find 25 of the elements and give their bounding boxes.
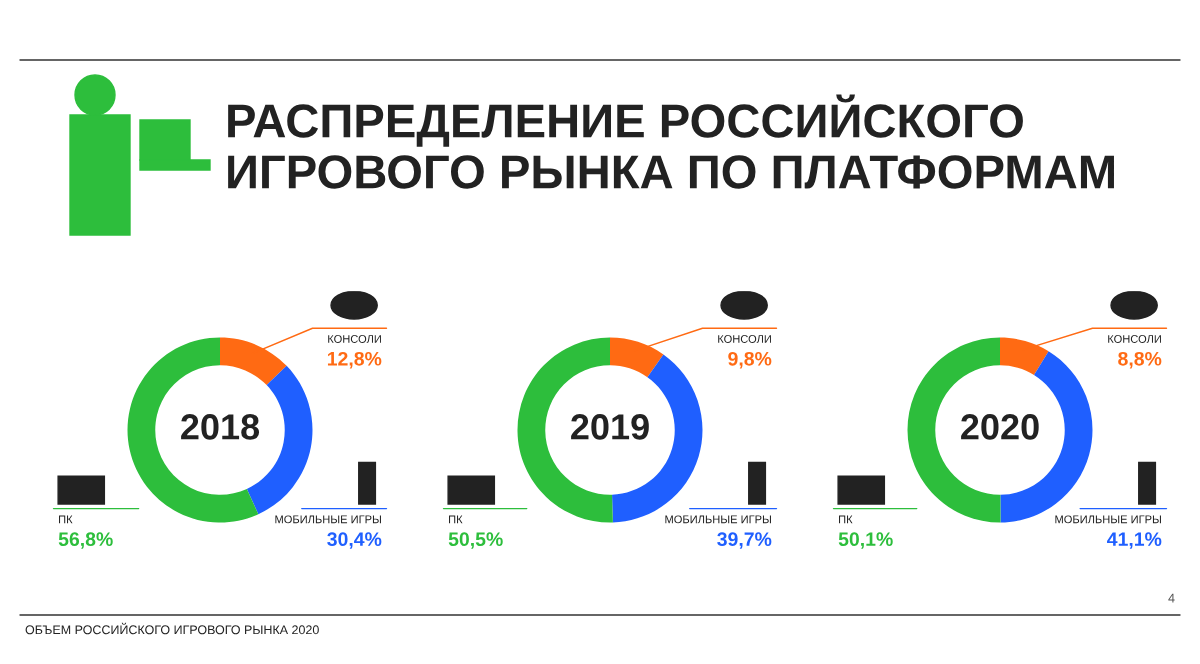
- data-label: 9,8%: [728, 351, 772, 369]
- text: ОБЪЕМ РОССИЙСКОГО ИГРОВОГО РЫНКА 2020: [25, 622, 319, 635]
- slice-label: ПК: [449, 515, 463, 524]
- data-label: 56,8%: [58, 532, 113, 549]
- data-label: 50,5%: [448, 532, 503, 549]
- data-label: 39,7%: [717, 532, 772, 549]
- slice-label: МОБИЛЬНЫЕ ИГРЫ: [275, 515, 381, 524]
- data-label: 12,8%: [327, 351, 382, 369]
- text: РАСПРЕДЕЛЕНИЕ РОССИЙСКОГО ИГРОВОГО РЫНКА ПО ПЛАТФОРМАМ: [228, 94, 1114, 189]
- slice-label: ПК: [839, 515, 853, 524]
- data-label: 8,8%: [1118, 351, 1162, 369]
- text: 2019: [571, 414, 649, 440]
- text: 2018: [181, 414, 260, 440]
- slice-label: МОБИЛЬНЫЕ ИГРЫ: [1055, 515, 1161, 524]
- text: 2020: [961, 414, 1039, 440]
- slice-label: КОНСОЛИ: [718, 335, 771, 343]
- slice-label: ПК: [59, 515, 73, 524]
- data-label: 30,4%: [327, 532, 382, 549]
- slice-label: МОБИЛЬНЫЕ ИГРЫ: [665, 515, 771, 524]
- text: 4: [1168, 593, 1175, 603]
- data-label: 50,1%: [838, 532, 893, 549]
- slice-label: КОНСОЛИ: [328, 335, 381, 343]
- donut-slice: [127, 337, 259, 523]
- data-label: 41,1%: [1107, 532, 1162, 549]
- slice-label: КОНСОЛИ: [1108, 335, 1161, 343]
